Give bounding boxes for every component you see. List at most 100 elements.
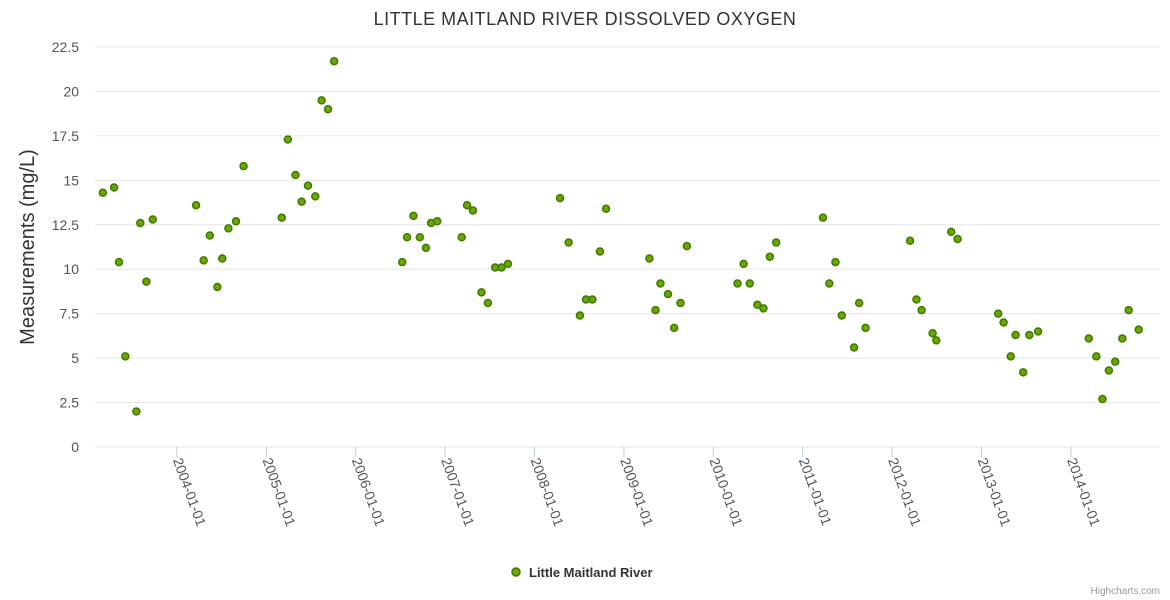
data-point[interactable] bbox=[759, 304, 768, 313]
x-axis: 2004-01-01 2005-01-01 2006-01-01 2007-01-01… bbox=[170, 447, 1104, 529]
data-point[interactable] bbox=[1011, 330, 1020, 340]
data-point[interactable] bbox=[676, 298, 685, 308]
data-point[interactable] bbox=[317, 96, 326, 105]
data-point[interactable] bbox=[765, 252, 775, 262]
data-point[interactable] bbox=[905, 236, 915, 246]
x-tick-label: 2009-01-01 bbox=[617, 456, 657, 529]
data-point[interactable] bbox=[1006, 352, 1015, 361]
data-point[interactable] bbox=[588, 295, 597, 304]
data-point[interactable] bbox=[468, 206, 478, 215]
data-point[interactable] bbox=[928, 328, 937, 338]
data-point[interactable] bbox=[818, 213, 828, 222]
x-tick-label: 2014-01-01 bbox=[1064, 456, 1104, 529]
data-point[interactable] bbox=[483, 298, 493, 308]
data-point[interactable] bbox=[239, 161, 248, 171]
data-point[interactable] bbox=[277, 213, 287, 222]
data-point[interactable] bbox=[477, 288, 486, 297]
data-point[interactable] bbox=[999, 318, 1008, 327]
data-point[interactable] bbox=[311, 192, 320, 201]
data-point[interactable] bbox=[205, 231, 215, 240]
data-point[interactable] bbox=[825, 279, 834, 288]
credits-link[interactable]: Highcharts.com bbox=[1091, 586, 1160, 597]
data-point[interactable] bbox=[191, 200, 201, 210]
data-point[interactable] bbox=[601, 204, 611, 214]
data-point[interactable] bbox=[462, 200, 472, 210]
data-point[interactable] bbox=[861, 323, 870, 333]
data-point[interactable] bbox=[1110, 357, 1120, 366]
data-point[interactable] bbox=[1084, 334, 1094, 343]
data-point[interactable] bbox=[291, 170, 300, 180]
data-point[interactable] bbox=[1134, 325, 1143, 334]
data-point[interactable] bbox=[739, 259, 748, 269]
data-point[interactable] bbox=[651, 305, 660, 315]
y-tick-label: 10 bbox=[63, 261, 79, 277]
data-point[interactable] bbox=[1104, 366, 1114, 375]
data-point[interactable] bbox=[1033, 327, 1043, 336]
data-point[interactable] bbox=[656, 279, 665, 288]
data-point[interactable] bbox=[114, 257, 124, 267]
data-point[interactable] bbox=[132, 407, 141, 416]
data-point[interactable] bbox=[142, 277, 151, 286]
data-point[interactable] bbox=[663, 289, 673, 299]
data-point[interactable] bbox=[415, 232, 425, 242]
data-point[interactable] bbox=[575, 311, 585, 320]
data-point[interactable] bbox=[946, 227, 956, 237]
data-point[interactable] bbox=[1118, 334, 1127, 343]
data-point[interactable] bbox=[682, 241, 692, 251]
data-point[interactable] bbox=[1018, 368, 1028, 377]
data-point[interactable] bbox=[98, 188, 108, 198]
data-point[interactable] bbox=[329, 56, 339, 66]
data-point[interactable] bbox=[283, 135, 293, 144]
data-point[interactable] bbox=[224, 224, 233, 233]
y-tick-label: 12.5 bbox=[52, 217, 79, 233]
data-point[interactable] bbox=[213, 282, 222, 292]
data-point[interactable] bbox=[148, 215, 158, 224]
data-point[interactable] bbox=[457, 232, 466, 242]
y-tick-label: 17.5 bbox=[52, 128, 79, 144]
data-point[interactable] bbox=[1092, 352, 1101, 361]
data-point[interactable] bbox=[733, 279, 742, 288]
data-point[interactable] bbox=[849, 343, 859, 352]
data-point[interactable] bbox=[231, 216, 241, 226]
data-point[interactable] bbox=[564, 238, 573, 247]
data-point[interactable] bbox=[432, 216, 442, 226]
data-point[interactable] bbox=[753, 300, 762, 310]
data-point[interactable] bbox=[745, 279, 755, 288]
data-point[interactable] bbox=[953, 234, 962, 244]
data-point[interactable] bbox=[402, 232, 412, 242]
data-point[interactable] bbox=[218, 254, 227, 263]
data-point[interactable] bbox=[771, 238, 781, 247]
data-point[interactable] bbox=[831, 257, 840, 267]
data-point[interactable] bbox=[1098, 394, 1107, 404]
data-point[interactable] bbox=[297, 197, 306, 206]
data-point[interactable] bbox=[303, 181, 313, 190]
data-point[interactable] bbox=[397, 257, 407, 267]
data-point[interactable] bbox=[121, 352, 130, 361]
data-point[interactable] bbox=[497, 263, 506, 272]
data-point[interactable] bbox=[837, 311, 847, 320]
legend-label[interactable]: Little Maitland River bbox=[529, 565, 653, 580]
data-point[interactable] bbox=[409, 211, 418, 221]
data-point[interactable] bbox=[503, 259, 513, 269]
data-point[interactable] bbox=[1025, 330, 1034, 340]
data-point[interactable] bbox=[912, 295, 921, 304]
legend[interactable]: Little Maitland River bbox=[511, 565, 653, 580]
x-tick-label: 2010-01-01 bbox=[706, 456, 746, 529]
data-point[interactable] bbox=[645, 254, 654, 263]
data-point[interactable] bbox=[932, 336, 941, 345]
data-point[interactable] bbox=[199, 256, 208, 265]
data-point[interactable] bbox=[1124, 305, 1133, 315]
x-tick-label: 2013-01-01 bbox=[975, 456, 1015, 529]
data-point[interactable] bbox=[555, 193, 565, 203]
data-point[interactable] bbox=[109, 183, 119, 192]
data-point[interactable] bbox=[669, 323, 679, 333]
data-point[interactable] bbox=[993, 309, 1003, 318]
data-point[interactable] bbox=[323, 104, 333, 114]
data-point[interactable] bbox=[595, 247, 605, 256]
x-tick-label: 2011-01-01 bbox=[796, 456, 835, 528]
data-point[interactable] bbox=[421, 243, 431, 253]
data-point[interactable] bbox=[136, 218, 145, 228]
data-point[interactable] bbox=[854, 298, 864, 308]
data-point[interactable] bbox=[917, 305, 926, 315]
